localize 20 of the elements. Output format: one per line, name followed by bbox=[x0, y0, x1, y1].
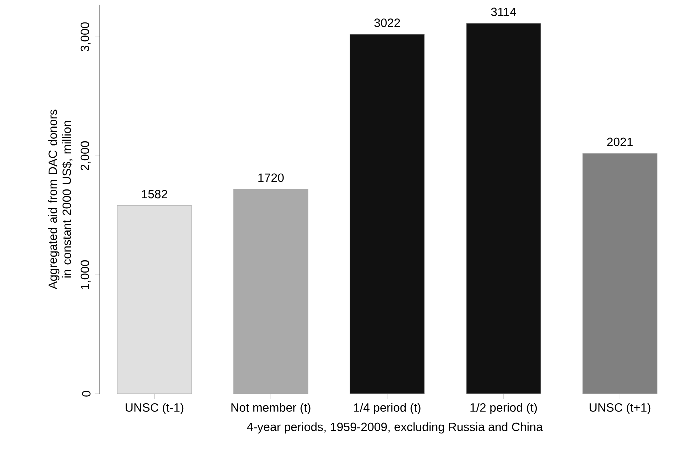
y-tick-label: 0 bbox=[82, 391, 91, 397]
bar bbox=[234, 189, 309, 394]
y-tick-label: 2,000 bbox=[80, 142, 91, 170]
x-tick-label: UNSC (t-1) bbox=[126, 403, 184, 414]
data-label: 2021 bbox=[607, 138, 633, 146]
x-axis-title: 4-year periods, 1959-2009, excluding Russia and China bbox=[247, 422, 544, 434]
x-tick-label: 1/4 period (t) bbox=[354, 403, 421, 414]
data-label: 1720 bbox=[258, 174, 284, 182]
x-tick-label: 1/2 period (t) bbox=[470, 403, 538, 414]
y-tick-label: 1,000 bbox=[80, 260, 91, 290]
data-label: 1582 bbox=[142, 190, 168, 199]
x-tick-label: Not member (t) bbox=[232, 403, 311, 414]
data-label: 3114 bbox=[491, 8, 516, 16]
x-tick-label: UNSC (t+1) bbox=[590, 403, 651, 414]
bar bbox=[466, 23, 542, 394]
bar bbox=[117, 206, 192, 394]
y-tick-label: 3,000 bbox=[80, 22, 91, 52]
y-axis-title: Aggregated aid from DAC donors in constant 2000 US$, million bbox=[48, 110, 73, 290]
bar bbox=[350, 34, 425, 394]
data-label: 3022 bbox=[374, 18, 400, 28]
